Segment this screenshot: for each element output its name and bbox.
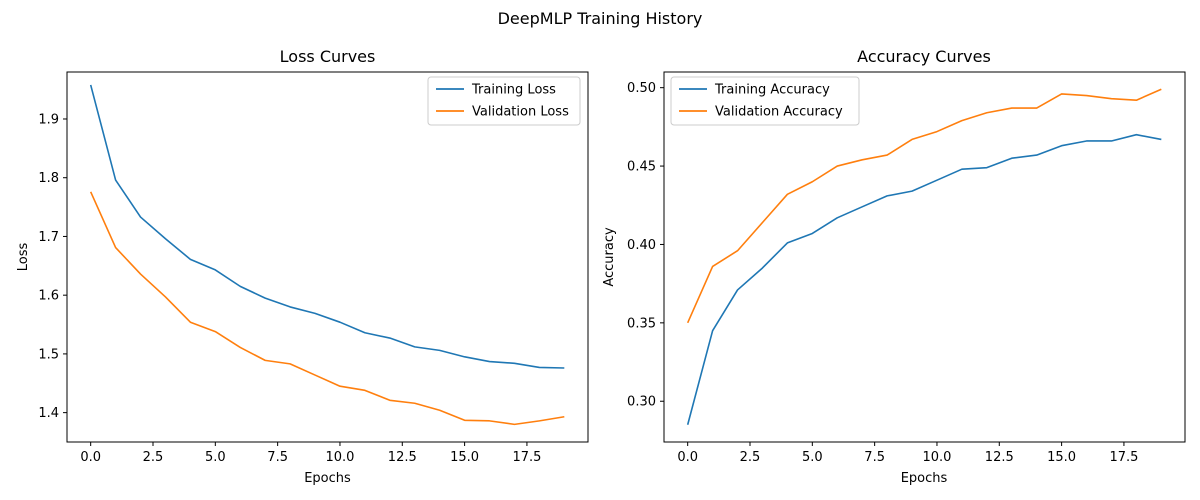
accuracy-chart-title: Accuracy Curves [857,47,991,66]
loss-y-tick-label: 1.5 [38,347,59,362]
accuracy-y-tick-label: 0.45 [627,160,656,175]
loss-x-tick-label: 10.0 [325,450,354,465]
accuracy-series-line-0 [686,133,1162,425]
accuracy-legend-label-0: Training Accuracy [714,83,830,98]
loss-chart-panel: Loss Curves Epochs Loss 0.0 2.5 5.0 7.5 10.0… [16,47,589,486]
loss-legend-label-0: Training Loss [471,83,556,98]
accuracy-x-tick-label: 2.5 [740,450,761,465]
loss-chart-xlabel: Epochs [304,471,351,486]
accuracy-x-tick-label: 5.0 [802,450,823,465]
accuracy-y-tick-label: 0.40 [627,238,656,253]
accuracy-x-tick-label: 12.5 [985,450,1014,465]
loss-x-tick-label: 15.0 [450,450,479,465]
loss-x-tick-label: 0.0 [80,450,101,465]
loss-x-tick-label: 7.5 [267,450,288,465]
loss-x-tick-label: 2.5 [143,450,164,465]
figure-title: DeepMLP Training History [498,9,703,28]
accuracy-legend: Training Accuracy Validation Accuracy [670,76,860,126]
loss-series-line-0 [89,84,565,369]
accuracy-y-tick-label: 0.35 [627,316,656,331]
loss-y-tick-label: 1.8 [38,171,59,186]
accuracy-series-line-1 [686,88,1162,324]
loss-y-tick-label: 1.9 [38,112,59,127]
loss-x-tick-label: 12.5 [388,450,417,465]
accuracy-chart-panel: Accuracy Curves Epochs Accuracy 0.0 2.5 5.… [602,47,1186,486]
accuracy-x-tick-label: 17.5 [1109,450,1138,465]
loss-x-tick-label: 5.0 [205,450,226,465]
loss-chart-ylabel: Loss [16,243,31,272]
accuracy-x-tick-label: 10.0 [922,450,951,465]
accuracy-x-tick-label: 7.5 [864,450,885,465]
loss-y-tick-label: 1.4 [38,406,59,421]
accuracy-chart-ylabel: Accuracy [602,227,617,287]
accuracy-x-tick-label: 0.0 [677,450,698,465]
loss-axes-frame [66,71,589,443]
loss-legend-box [427,76,581,126]
loss-y-tick-label: 1.6 [38,289,59,304]
accuracy-x-tick-label: 15.0 [1047,450,1076,465]
loss-series-line-1 [89,191,565,426]
loss-legend: Training Loss Validation Loss [427,76,581,126]
loss-x-tick-label: 17.5 [512,450,541,465]
loss-y-tick-label: 1.7 [38,230,59,245]
loss-legend-label-1: Validation Loss [472,105,569,120]
accuracy-legend-box [670,76,860,126]
accuracy-legend-label-1: Validation Accuracy [715,105,843,120]
accuracy-chart-xlabel: Epochs [901,471,948,486]
accuracy-y-tick-label: 0.50 [627,81,656,96]
loss-chart-title: Loss Curves [280,47,376,66]
accuracy-y-tick-label: 0.30 [627,395,656,410]
accuracy-axes-frame [663,71,1186,443]
